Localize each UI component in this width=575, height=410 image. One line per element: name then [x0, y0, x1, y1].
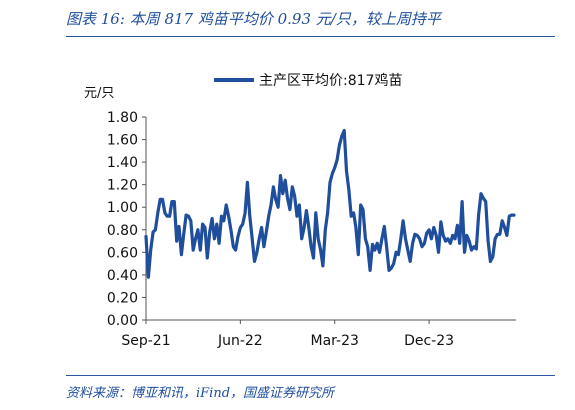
y-axis: 0.00 0.20 0.40 0.60 0.80 1.00 1.20 1.40 1.60 1.80 — [107, 110, 146, 329]
x-tick-label: Mar-23 — [311, 333, 359, 349]
y-tick-label: 0.60 — [107, 245, 138, 261]
y-tick-label: 1.00 — [107, 200, 138, 216]
y-tick-label: 0.20 — [107, 290, 138, 306]
series-line-817-chick-price — [144, 128, 516, 279]
x-tick-label: Sep-21 — [121, 333, 170, 349]
source-note: 资料来源：博亚和讯，iFind，国盛证券研究所 — [66, 386, 335, 401]
top-rule — [66, 36, 555, 37]
figure-caption: 图表 16: 本周 817 鸡苗平均价 0.93 元/只，较上周持平 — [66, 10, 441, 28]
x-tick-label: Dec-23 — [404, 333, 454, 349]
y-tick-label: 1.20 — [107, 178, 138, 194]
y-tick-label: 0.00 — [107, 313, 138, 329]
y-tick-label: 1.60 — [107, 133, 138, 149]
y-tick-label: 1.40 — [107, 155, 138, 171]
bottom-rule — [66, 375, 555, 376]
legend: 主产区平均价:817鸡苗 — [214, 72, 402, 89]
y-tick-label: 0.80 — [107, 223, 138, 239]
legend-label: 主产区平均价:817鸡苗 — [259, 72, 402, 89]
x-tick-label: Jun-22 — [217, 333, 263, 349]
y-axis-unit-label: 元/只 — [84, 86, 114, 101]
x-axis: Sep-21 Jun-22 Mar-23 Dec-23 — [121, 320, 454, 349]
y-tick-label: 0.40 — [107, 268, 138, 284]
y-tick-label: 1.80 — [107, 110, 138, 126]
